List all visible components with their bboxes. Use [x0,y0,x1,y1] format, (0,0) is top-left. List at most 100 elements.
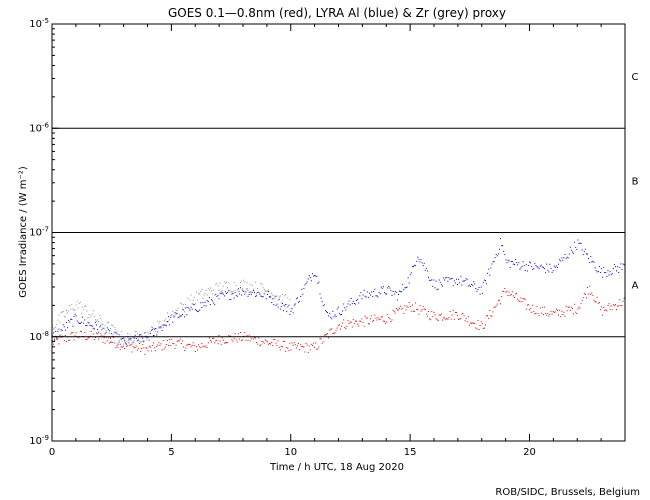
data-point [350,298,352,299]
data-point [248,291,250,293]
data-point [174,316,176,318]
data-point [544,268,546,270]
data-point [580,243,582,244]
data-point [397,294,399,295]
data-point [596,296,598,298]
data-point [171,338,173,340]
data-point [74,313,76,315]
data-point [469,322,471,324]
data-point [254,292,255,294]
data-point [459,282,461,284]
data-point [413,310,414,312]
data-point [233,337,235,339]
data-point [142,337,144,339]
data-point [96,332,97,334]
data-point [564,254,566,255]
data-point [115,347,117,349]
data-point [214,342,216,344]
data-point [438,279,440,281]
data-point [242,339,244,341]
data-point [545,312,547,314]
data-point [246,335,248,337]
data-point [607,270,609,272]
data-point [228,335,230,337]
data-point [163,348,165,350]
data-point [619,266,621,268]
data-point [297,297,298,299]
data-point [126,343,128,345]
data-point [218,298,220,300]
data-point [584,293,586,295]
data-point [402,307,404,309]
data-point [557,310,558,312]
data-point [187,307,189,308]
data-point [358,302,360,304]
data-point [328,337,330,339]
data-point [150,350,152,352]
data-point [568,306,570,308]
data-point [503,290,505,292]
data-point [118,341,120,343]
data-point [566,310,568,312]
data-point [384,292,385,294]
data-point [125,343,127,345]
data-point [151,327,153,328]
data-point [57,319,59,321]
data-point [509,267,511,268]
data-point [521,301,523,302]
data-point [454,282,456,284]
data-point [574,303,576,305]
data-point [360,320,362,322]
data-point [562,259,564,261]
data-point [66,340,67,342]
data-point [64,335,66,336]
data-point [586,253,587,255]
data-point [305,342,307,344]
data-point [99,326,101,328]
data-point [526,304,528,306]
data-point [462,280,464,282]
data-point [490,315,492,317]
data-point [199,346,201,348]
data-point [79,330,81,332]
data-point [183,346,185,348]
data-point [616,270,617,272]
data-point [148,345,150,347]
data-point [105,331,107,333]
data-point [271,292,273,294]
data-point [238,293,240,295]
data-point [539,307,541,309]
data-point [473,281,475,283]
data-point [612,268,614,270]
data-point [287,306,289,308]
data-point [86,324,88,326]
data-point [349,304,351,306]
data-point [329,329,331,331]
data-point [623,297,625,299]
data-point [330,316,332,318]
data-point [324,310,326,312]
data-point [265,290,267,292]
data-point [536,266,538,268]
data-point [345,328,347,330]
data-point [621,305,623,307]
data-point [88,314,90,315]
data-point [71,332,73,334]
data-point [423,308,425,310]
data-point [90,325,92,327]
data-point [289,299,291,301]
data-point [616,309,617,311]
data-point [242,288,244,290]
data-point [418,313,420,315]
data-point [515,293,517,295]
data-point [363,325,365,327]
data-point [393,310,395,312]
data-point [251,291,253,293]
data-point [86,339,88,341]
data-point [493,306,495,308]
data-point [134,346,136,348]
data-point [190,346,192,348]
data-point [63,326,65,328]
data-point [561,310,563,312]
data-point [185,303,187,305]
